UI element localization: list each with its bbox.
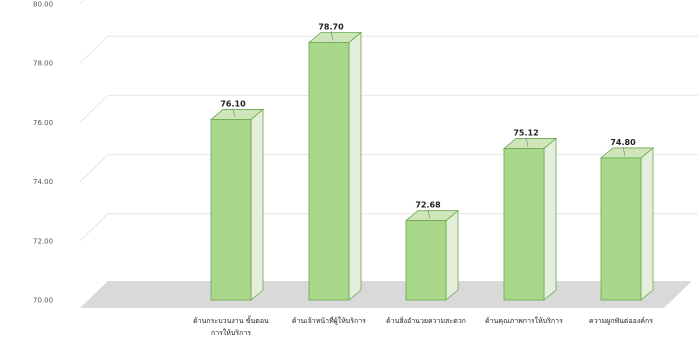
y-tick-label: 70.00 xyxy=(33,297,53,305)
grid-diagonal xyxy=(79,35,109,64)
data-label-leader xyxy=(232,108,236,118)
data-label: 74.80 xyxy=(610,138,636,147)
bars-group xyxy=(209,31,655,301)
x-category-label: ด้านสิ่งอำนวยความสะดวก xyxy=(386,316,466,325)
y-axis: 70.00 72.00 74.00 76.00 78.00 80.00 xyxy=(33,1,53,305)
bar-front xyxy=(308,42,350,301)
grid-diagonal xyxy=(79,154,109,182)
bar-1 xyxy=(209,108,265,301)
y-tick-label: 74.00 xyxy=(33,178,53,186)
data-label: 76.10 xyxy=(220,99,246,108)
bar-front xyxy=(405,220,447,301)
data-labels: 76.10 78.70 72.68 75.12 74.80 xyxy=(220,22,636,219)
data-label: 75.12 xyxy=(513,128,538,137)
data-label: 72.68 xyxy=(415,201,441,210)
bar-5 xyxy=(599,147,655,301)
bar-side xyxy=(543,137,557,301)
data-label-leader xyxy=(525,137,529,147)
bar-4 xyxy=(502,137,558,301)
x-category-label: ด้านเจ้าหน้าที่ผู้ให้บริการ xyxy=(292,316,366,325)
data-label-leader xyxy=(427,209,431,219)
bar-side xyxy=(348,31,362,301)
y-tick-label: 76.00 xyxy=(33,119,53,127)
bar-3 xyxy=(404,209,460,301)
x-category-label: การให้บริการ xyxy=(211,328,251,337)
grid-diagonal xyxy=(79,95,109,123)
x-category-label: ด้านคุณภาพการให้บริการ xyxy=(485,316,563,325)
chart-floor xyxy=(80,281,692,308)
chart-floor-plane xyxy=(80,281,692,308)
data-label: 78.70 xyxy=(318,22,344,31)
bar-front xyxy=(600,157,642,301)
bar-2 xyxy=(307,31,363,301)
y-tick-label: 78.00 xyxy=(33,60,53,68)
grid-diagonal xyxy=(79,0,85,5)
x-category-label: ด้านกระบวนงาน ขั้นตอน xyxy=(193,314,269,325)
bar-side xyxy=(445,209,459,301)
bar-front xyxy=(503,148,545,301)
bar-side xyxy=(640,147,654,301)
y-tick-label: 72.00 xyxy=(33,237,53,245)
grid-diagonal xyxy=(79,213,109,242)
x-category-label: ความผูกพันต่อองค์กร xyxy=(589,317,653,325)
data-label-leader xyxy=(330,31,334,41)
y-tick-label: 80.00 xyxy=(33,1,53,9)
bar-front xyxy=(210,119,252,301)
bar-side xyxy=(250,108,264,301)
data-label-leader xyxy=(622,146,626,156)
